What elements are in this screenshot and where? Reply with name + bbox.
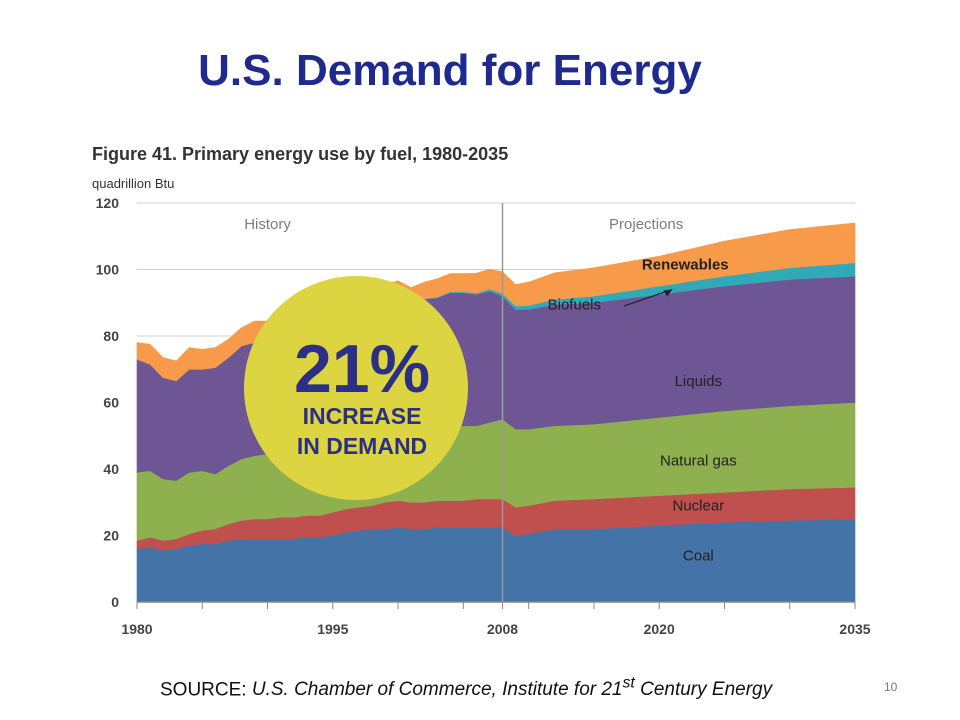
badge-percent: 21% (294, 331, 430, 407)
y-tick-label-20: 20 (103, 528, 119, 544)
source-superscript: st (622, 675, 635, 692)
x-tick-label-2020: 2020 (644, 621, 675, 637)
area-layer (136, 222, 856, 603)
y-tick-label-100: 100 (96, 262, 120, 278)
biofuels-arrow-line (623, 288, 673, 307)
y-tick-label-40: 40 (103, 461, 119, 477)
series-label-coal: Coal (683, 547, 714, 564)
series-label-natural-gas: Natural gas (660, 453, 737, 470)
x-tick-label-2008: 2008 (487, 621, 518, 637)
y-tick-label-60: 60 (103, 395, 119, 411)
y-tick-label-120: 120 (96, 195, 120, 211)
period-label-history: History (244, 216, 291, 233)
page-number: 10 (884, 680, 898, 694)
source-prefix: SOURCE: (160, 679, 252, 701)
x-tick-label-1980: 1980 (121, 621, 152, 637)
x-tick-label-2035: 2035 (839, 621, 870, 637)
source-citation: SOURCE: U.S. Chamber of Commerce, Instit… (160, 675, 772, 701)
source-text: U.S. Chamber of Commerce, Institute for … (251, 679, 623, 701)
source-text-end: Century Energy (634, 679, 773, 701)
badge-line-1: INCREASE (303, 403, 422, 429)
series-label-renewables: Renewables (642, 257, 729, 274)
axis-layer: 0 20 40 60 80 100 120 1980 1995 2008 2020 2035 (96, 195, 871, 637)
y-tick-label-0: 0 (111, 594, 119, 610)
figure-title: Figure 41. Primary energy use by fuel, 1… (92, 144, 509, 164)
series-label-biofuels: Biofuels (548, 296, 601, 313)
y-tick-label-80: 80 (103, 328, 119, 344)
series-label-liquids: Liquids (675, 373, 723, 390)
series-label-nuclear: Nuclear (673, 498, 725, 515)
increase-badge: 21% INCREASE IN DEMAND (244, 276, 468, 500)
badge-line-2: IN DEMAND (297, 433, 427, 459)
overlay-layer: History Projections Coal Nuclear Natural gas… (244, 203, 737, 602)
x-tick-label-1995: 1995 (317, 621, 348, 637)
slide-title: U.S. Demand for Energy (198, 46, 702, 95)
biofuels-arrow-head (663, 289, 673, 297)
y-axis-unit-label: quadrillion Btu (92, 176, 175, 191)
period-label-projections: Projections (609, 216, 683, 233)
badge-circle (244, 276, 468, 500)
